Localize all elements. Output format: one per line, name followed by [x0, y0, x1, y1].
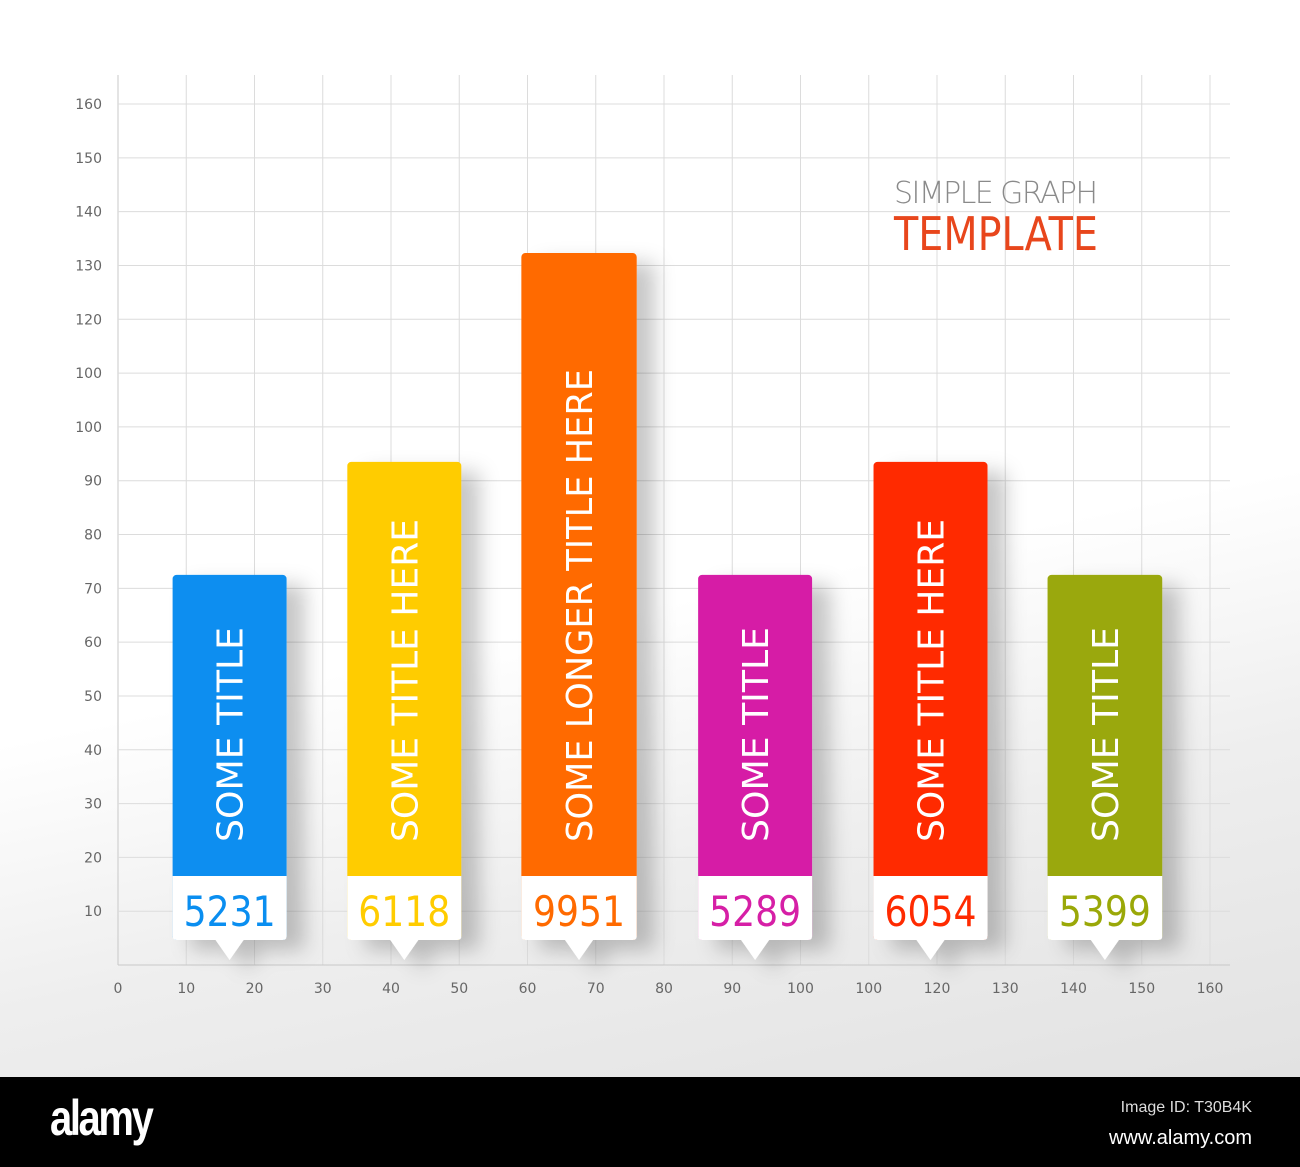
x-tick-label: 60	[519, 981, 537, 997]
bar-label: SOME LONGER TITLE HERE	[560, 369, 601, 842]
y-tick-label: 100	[75, 420, 102, 436]
bar-value-label: 5231	[184, 887, 276, 936]
x-tick-label: 30	[314, 981, 332, 997]
bar-label: SOME TITLE	[211, 627, 252, 842]
chart-title: SIMPLE GRAPH	[894, 176, 1098, 211]
bar	[873, 461, 988, 940]
bar-value-label: 6054	[885, 887, 977, 936]
y-tick-label: 100	[75, 366, 102, 382]
y-tick-label: 90	[84, 474, 102, 490]
y-tick-label: 40	[84, 743, 102, 759]
x-tick-label: 90	[723, 981, 741, 997]
chart-area: 10 20 30 40 50 60 70 80 90 100 100 120 130 140 150 160 0…	[0, 0, 1300, 1077]
bar	[698, 574, 813, 940]
y-tick-label: 20	[84, 850, 102, 866]
bar-value-label: 9951	[533, 887, 625, 936]
y-tick-label: 50	[84, 689, 102, 705]
bar-group	[172, 574, 287, 960]
bar-value-label: 6118	[358, 887, 450, 936]
x-tick-label: 120	[924, 981, 951, 997]
site-link[interactable]: www.alamy.com	[1109, 1127, 1252, 1149]
x-tick-label: 160	[1197, 981, 1224, 997]
x-tick-label: 50	[450, 981, 468, 997]
x-tick-label: 70	[587, 981, 605, 997]
bar-group	[698, 574, 813, 960]
y-tick-label: 140	[75, 205, 102, 221]
x-tick-label: 130	[992, 981, 1019, 997]
y-tick-label: 30	[84, 797, 102, 813]
bar-label: SOME TITLE HERE	[385, 519, 426, 842]
x-tick-label: 10	[177, 981, 195, 997]
bar-group	[521, 253, 637, 960]
bar-group	[873, 461, 988, 960]
value-callout	[347, 876, 462, 960]
bar	[347, 461, 462, 940]
bar-chart: 10 20 30 40 50 60 70 80 90 100 100 120 130 140 150 160 0…	[75, 75, 1230, 997]
bar-label: SOME TITLE HERE	[912, 519, 953, 842]
value-callout	[873, 876, 988, 960]
y-tick-label: 80	[84, 528, 102, 544]
alamy-logo[interactable]: alamy	[50, 1090, 154, 1146]
x-tick-label: 100	[855, 981, 882, 997]
bar-value-label: 5399	[1059, 887, 1151, 936]
image-id: Image ID: T30B4K	[1120, 1099, 1252, 1116]
footer-bar: alamy Image ID: T30B4K www.alamy.com	[0, 1077, 1300, 1167]
y-tick-label: 130	[75, 258, 102, 274]
x-tick-label: 20	[246, 981, 264, 997]
chart-subtitle: TEMPLATE	[893, 207, 1098, 261]
value-callout	[521, 876, 637, 960]
x-tick-label: 150	[1128, 981, 1155, 997]
bar	[172, 574, 287, 940]
x-tick-label: 100	[787, 981, 814, 997]
value-callout	[1047, 876, 1163, 960]
x-tick-label: 80	[655, 981, 673, 997]
bar-group	[1047, 574, 1163, 960]
bar	[1047, 574, 1163, 940]
bar-group	[347, 461, 462, 960]
x-tick-label: 0	[114, 981, 123, 997]
x-tick-label: 140	[1060, 981, 1087, 997]
bar-label: SOME TITLE	[1086, 627, 1127, 842]
y-tick-label: 70	[84, 581, 102, 597]
y-tick-label: 60	[84, 635, 102, 651]
y-tick-label: 120	[75, 312, 102, 328]
bar-value-label: 5289	[709, 887, 801, 936]
value-callout	[172, 876, 287, 960]
y-tick-label: 160	[75, 97, 102, 113]
bar	[521, 253, 637, 941]
bar-label: SOME TITLE	[736, 627, 777, 842]
x-tick-label: 40	[382, 981, 400, 997]
y-tick-label: 150	[75, 151, 102, 167]
value-callout	[698, 876, 813, 960]
y-tick-label: 10	[84, 904, 102, 920]
